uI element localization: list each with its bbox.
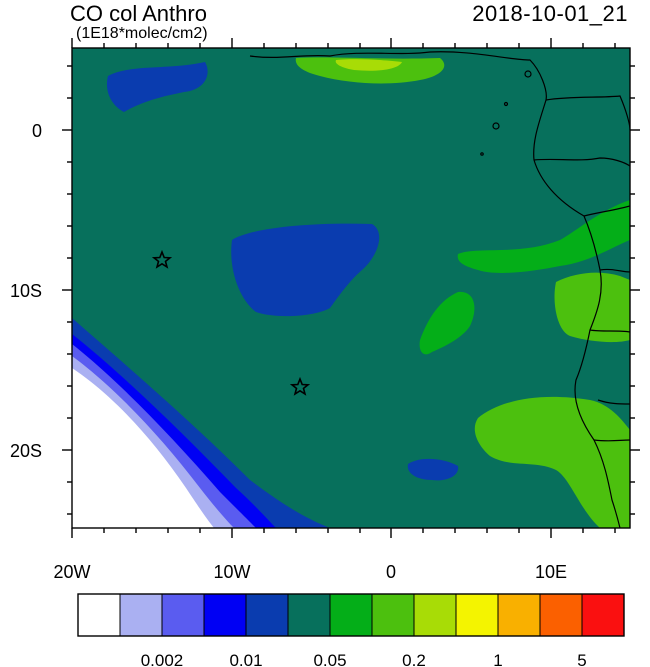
- plot-frame: [71, 47, 631, 529]
- colorbar-label-2: 0.05: [313, 651, 346, 667]
- colorbar-frame: [77, 593, 625, 637]
- colorbar-swatch: [581, 593, 625, 637]
- colorbar: [77, 593, 625, 637]
- axis-ticks: [62, 38, 640, 538]
- colorbar-swatch: [455, 593, 499, 637]
- green-patch-coast-s: [474, 396, 630, 528]
- lon-label-20w: 20W: [53, 562, 90, 582]
- lat-label-20s: 20S: [10, 441, 42, 461]
- blue-patch-center: [231, 223, 380, 317]
- blue-patch-south: [407, 458, 459, 481]
- star-marker-2: [289, 376, 311, 396]
- lat-label-0: 0: [32, 121, 42, 141]
- colorbar-swatch: [161, 593, 205, 637]
- colorbar-label-5: 5: [577, 651, 586, 667]
- blue-patch-nw: [106, 62, 208, 112]
- map-title: CO col Anthro: [70, 1, 207, 26]
- colorbar-swatch: [539, 593, 583, 637]
- lon-label-0: 0: [386, 562, 396, 582]
- colorbar-swatch: [287, 593, 331, 637]
- colorbar-swatch: [371, 593, 415, 637]
- star-markers: [151, 249, 311, 396]
- colorbar-swatch: [119, 593, 163, 637]
- colorbar-swatch: [497, 593, 541, 637]
- colorbar-swatch: [245, 593, 289, 637]
- green-patch-coast-n: [457, 200, 630, 273]
- lat-label-10s: 10S: [10, 281, 42, 301]
- colorbar-swatch: [413, 593, 457, 637]
- low-band-white: [72, 368, 214, 528]
- colorbar-label-1: 0.01: [229, 651, 262, 667]
- green-patch-mid: [419, 291, 475, 355]
- colorbar-swatch: [77, 593, 121, 637]
- coastline: [249, 51, 630, 528]
- colorbar-label-3: 0.2: [402, 651, 426, 667]
- colorbar-swatch: [329, 593, 373, 637]
- colorbar-label-0: 0.002: [141, 651, 184, 667]
- map-timestamp: 2018-10-01_21: [472, 1, 628, 26]
- colorbar-label-4: 1: [493, 651, 502, 667]
- colorbar-swatch: [203, 593, 247, 637]
- green-patch-coast-mid: [554, 272, 630, 343]
- map-units: (1E18*molec/cm2): [76, 25, 208, 42]
- star-marker-1: [151, 249, 173, 269]
- green-patch-north-bright: [335, 59, 402, 71]
- lon-label-10w: 10W: [213, 562, 250, 582]
- map-field: [72, 48, 630, 528]
- lon-label-10e: 10E: [535, 562, 567, 582]
